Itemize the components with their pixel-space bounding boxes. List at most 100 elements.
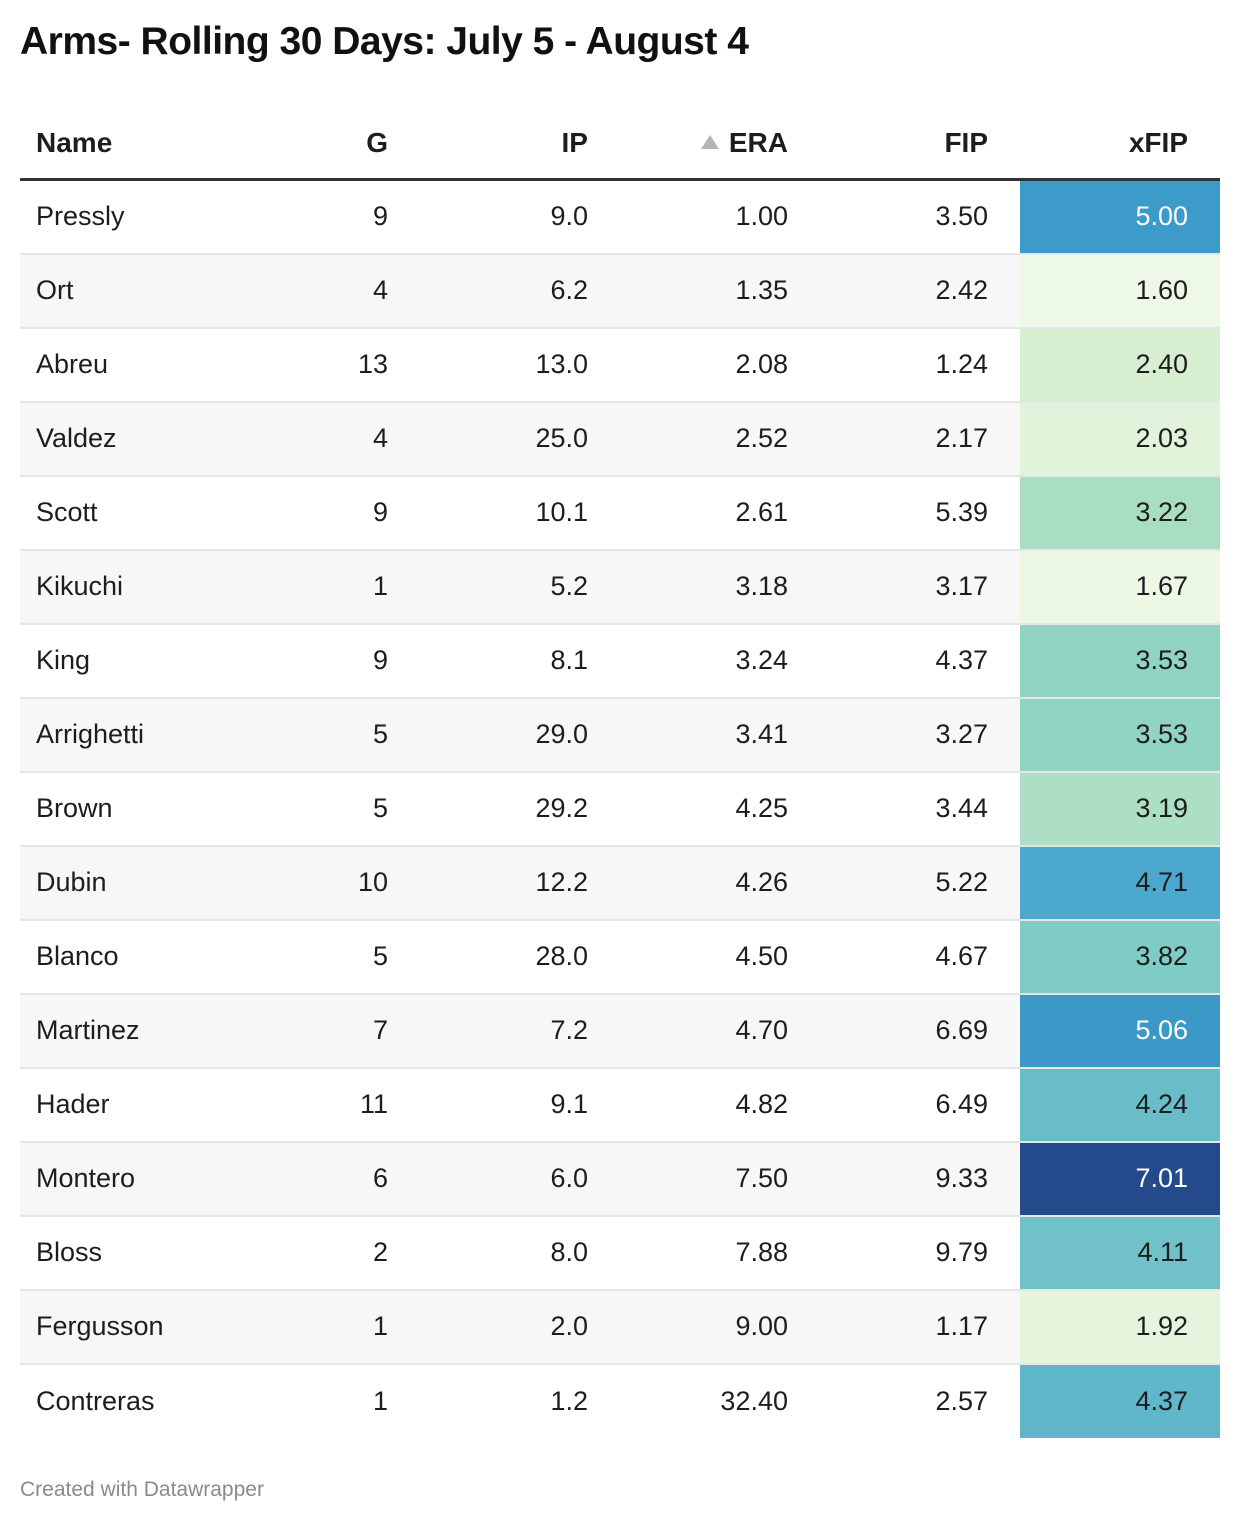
cell-xfip: 3.53: [1020, 623, 1220, 699]
table-row: Blanco 5 28.0 4.50 4.67 3.82: [20, 919, 1220, 995]
cell-g: 6: [220, 1141, 420, 1217]
table-row: Arrighetti 5 29.0 3.41 3.27 3.53: [20, 697, 1220, 773]
cell-xfip: 5.06: [1020, 993, 1220, 1069]
cell-era: 4.50: [620, 919, 820, 995]
table-header-row: Name G IP ERA FIP xFIP: [20, 108, 1220, 181]
cell-ip: 13.0: [420, 327, 620, 403]
cell-xfip: 4.71: [1020, 845, 1220, 921]
cell-name: King: [20, 623, 220, 699]
table-row: Scott 9 10.1 2.61 5.39 3.22: [20, 475, 1220, 551]
cell-xfip: 1.92: [1020, 1289, 1220, 1365]
cell-ip: 9.1: [420, 1067, 620, 1143]
cell-ip: 9.0: [420, 179, 620, 255]
table-row: Dubin 10 12.2 4.26 5.22 4.71: [20, 845, 1220, 921]
cell-ip: 2.0: [420, 1289, 620, 1365]
cell-g: 1: [220, 549, 420, 625]
cell-ip: 29.0: [420, 697, 620, 773]
column-header-label: FIP: [944, 127, 988, 158]
cell-fip: 4.37: [820, 623, 1020, 699]
cell-name: Arrighetti: [20, 697, 220, 773]
column-header-era[interactable]: ERA: [620, 108, 820, 181]
cell-name: Fergusson: [20, 1289, 220, 1365]
cell-name: Kikuchi: [20, 549, 220, 625]
table-row: Abreu 13 13.0 2.08 1.24 2.40: [20, 327, 1220, 403]
cell-ip: 10.1: [420, 475, 620, 551]
cell-fip: 1.24: [820, 327, 1020, 403]
column-header-fip[interactable]: FIP: [820, 108, 1020, 181]
column-header-name[interactable]: Name: [20, 108, 220, 181]
cell-g: 5: [220, 771, 420, 847]
cell-xfip: 2.03: [1020, 401, 1220, 477]
cell-era: 3.41: [620, 697, 820, 773]
cell-fip: 6.49: [820, 1067, 1020, 1143]
column-header-g[interactable]: G: [220, 108, 420, 181]
cell-ip: 5.2: [420, 549, 620, 625]
cell-xfip: 1.67: [1020, 549, 1220, 625]
cell-g: 11: [220, 1067, 420, 1143]
table-row: Pressly 9 9.0 1.00 3.50 5.00: [20, 179, 1220, 255]
cell-g: 10: [220, 845, 420, 921]
cell-fip: 2.57: [935, 1385, 988, 1416]
cell-g: 9: [220, 623, 420, 699]
cell-g: 13: [220, 327, 420, 403]
cell-ip: 28.0: [420, 919, 620, 995]
table-row: Montero 6 6.0 7.50 9.33 7.01: [20, 1141, 1220, 1217]
cell-name: Ort: [20, 253, 220, 329]
column-header-label: ERA: [728, 127, 788, 158]
cell-xfip: 3.82: [1020, 919, 1220, 995]
cell-fip: 5.22: [820, 845, 1020, 921]
column-header-label: xFIP: [1128, 127, 1188, 158]
table-row: Bloss 2 8.0 7.88 9.79 4.11: [20, 1215, 1220, 1291]
cell-name: Montero: [20, 1141, 220, 1217]
cell-ip: 8.1: [420, 623, 620, 699]
cell-g: 4: [220, 253, 420, 329]
cell-fip: 3.50: [820, 179, 1020, 255]
cell-g: 5: [220, 697, 420, 773]
cell-era: 2.08: [620, 327, 820, 403]
cell-era: 7.50: [620, 1141, 820, 1217]
cell-fip: 5.39: [820, 475, 1020, 551]
cell-g: 9: [220, 179, 420, 255]
chart-title: Arms- Rolling 30 Days: July 5 - August 4: [20, 20, 749, 63]
cell-era: 4.82: [620, 1067, 820, 1143]
cell-xfip: 3.53: [1020, 697, 1220, 773]
cell-fip: 6.69: [820, 993, 1020, 1069]
cell-xfip: 4.24: [1020, 1067, 1220, 1143]
cell-name: Scott: [20, 475, 220, 551]
cell-xfip: 4.11: [1020, 1215, 1220, 1291]
table-row: Martinez 7 7.2 4.70 6.69 5.06: [20, 993, 1220, 1069]
table-row: Brown 5 29.2 4.25 3.44 3.19: [20, 771, 1220, 847]
cell-era: 32.40: [720, 1385, 788, 1416]
datawrapper-credit: Created with Datawrapper: [20, 1478, 264, 1501]
column-header-xfip[interactable]: xFIP: [1020, 108, 1220, 181]
table-row: Fergusson 1 2.0 9.00 1.17 1.92: [20, 1289, 1220, 1365]
sort-ascending-icon: [700, 135, 719, 149]
cell-fip: 2.17: [820, 401, 1020, 477]
cell-era: 2.52: [620, 401, 820, 477]
table-body: Pressly 9 9.0 1.00 3.50 5.00 Ort 4 6.2 1.35 2.42 1.…: [20, 179, 1220, 1438]
cell-era: 1.35: [620, 253, 820, 329]
cell-name: Pressly: [20, 179, 220, 255]
cell-xfip: 2.40: [1020, 327, 1220, 403]
cell-ip: 6.2: [420, 253, 620, 329]
cell-fip: 3.44: [820, 771, 1020, 847]
table-row: Valdez 4 25.0 2.52 2.17 2.03: [20, 401, 1220, 477]
cell-xfip: 4.37: [1020, 1363, 1220, 1438]
cell-era: 2.61: [620, 475, 820, 551]
cell-era: 3.24: [620, 623, 820, 699]
cell-name: Blanco: [20, 919, 220, 995]
cell-ip: 12.2: [420, 845, 620, 921]
cell-name: Martinez: [20, 993, 220, 1069]
cell-xfip: 3.22: [1020, 475, 1220, 551]
cell-g: 1: [220, 1289, 420, 1365]
cell-ip: 7.2: [420, 993, 620, 1069]
cell-g: 4: [220, 401, 420, 477]
cell-era: 4.25: [620, 771, 820, 847]
cell-g: 9: [220, 475, 420, 551]
cell-era: 4.70: [620, 993, 820, 1069]
cell-name: Dubin: [20, 845, 220, 921]
column-header-ip[interactable]: IP: [420, 108, 620, 181]
cell-ip: 1.2: [550, 1385, 588, 1416]
cell-fip: 1.17: [820, 1289, 1020, 1365]
cell-name: Valdez: [20, 401, 220, 477]
